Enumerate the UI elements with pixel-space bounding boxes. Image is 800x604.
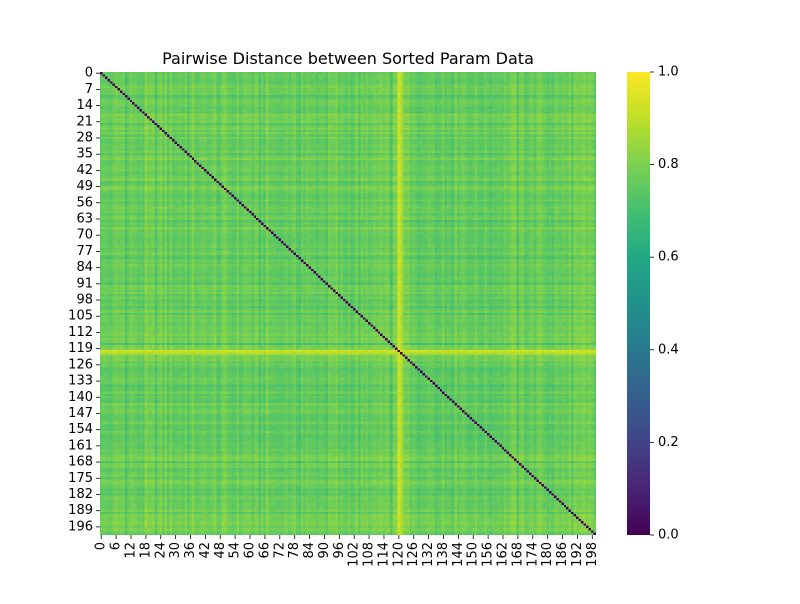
x-tick-label: 168 (510, 542, 525, 567)
x-tick-label: 186 (555, 542, 570, 567)
y-tick-label: 63 (76, 212, 93, 227)
x-tick-label: 0 (94, 542, 109, 550)
x-tick-label: 30 (168, 542, 183, 559)
y-tick-label: 133 (68, 374, 93, 389)
y-tick-label: 196 (68, 519, 93, 534)
y-tick-label: 189 (68, 503, 93, 518)
y-tick-label: 161 (68, 438, 93, 453)
x-tick-label: 54 (228, 542, 243, 559)
x-tick-label: 72 (272, 542, 287, 559)
x-tick-label: 12 (124, 542, 139, 559)
y-tick-label: 112 (68, 325, 93, 340)
x-tick-label: 192 (570, 542, 585, 567)
x-tick-label: 78 (287, 542, 302, 559)
x-tick-label: 84 (302, 542, 317, 559)
y-tick-label: 154 (68, 422, 93, 437)
y-tick-label: 84 (76, 260, 93, 275)
x-tick-label: 36 (183, 542, 198, 559)
x-tick-label: 138 (436, 542, 451, 567)
y-tick-label: 21 (76, 114, 93, 129)
y-tick-label: 0 (85, 66, 93, 81)
y-tick-label: 7 (85, 82, 93, 97)
colorbar-tick-label: 0.0 (658, 528, 679, 543)
y-tick-label: 77 (76, 244, 93, 259)
x-tick-label: 120 (391, 542, 406, 567)
x-tick-label: 108 (362, 542, 377, 567)
x-tick-label: 126 (406, 542, 421, 567)
heatmap-cells (100, 72, 596, 535)
y-tick-label: 140 (68, 390, 93, 405)
y-tick-label: 56 (76, 195, 93, 210)
x-tick-label: 18 (138, 542, 153, 559)
y-tick-label: 14 (76, 98, 93, 113)
y-tick-label: 147 (68, 406, 93, 421)
x-tick-label: 66 (257, 542, 272, 559)
y-tick-label: 91 (76, 276, 93, 291)
x-tick-label: 150 (466, 542, 481, 567)
y-tick-label: 119 (68, 341, 93, 356)
y-tick-label: 42 (76, 163, 93, 178)
chart-title: Pairwise Distance between Sorted Param D… (162, 49, 534, 68)
x-tick-label: 162 (496, 542, 511, 567)
y-tick-label: 105 (68, 309, 93, 324)
x-tick-label: 102 (347, 542, 362, 567)
x-tick-label: 180 (540, 542, 555, 567)
y-tick-label: 126 (68, 357, 93, 372)
x-tick-label: 90 (317, 542, 332, 559)
x-tick-label: 48 (213, 542, 228, 559)
x-tick-label: 156 (481, 542, 496, 567)
x-tick-label: 96 (332, 542, 347, 559)
x-tick-label: 132 (421, 542, 436, 567)
x-tick-label: 6 (109, 542, 124, 550)
x-tick-label: 42 (198, 542, 213, 559)
colorbar-tick-label: 0.8 (658, 157, 679, 172)
y-tick-label: 70 (76, 228, 93, 243)
x-axis: 0 6 12 18 24 30 36 42 48 54 60 66 72 78 84 90 96 102 108 11… (94, 535, 600, 567)
y-tick-label: 28 (76, 130, 93, 145)
y-tick-label: 182 (68, 487, 93, 502)
y-tick-label: 168 (68, 455, 93, 470)
y-tick-label: 175 (68, 471, 93, 486)
x-tick-label: 144 (451, 542, 466, 567)
colorbar-gradient (627, 72, 650, 535)
x-tick-label: 198 (585, 542, 600, 567)
y-tick-label: 98 (76, 293, 93, 308)
colorbar-tick-label: 0.4 (658, 342, 679, 357)
heatmap-matrix (100, 72, 596, 535)
y-tick-label: 49 (76, 179, 93, 194)
colorbar-tick-label: 0.2 (658, 435, 679, 450)
colorbar-tick-label: 0.6 (658, 250, 679, 265)
x-tick-label: 174 (525, 542, 540, 567)
colorbar-tick-label: 1.0 (658, 65, 679, 80)
x-tick-label: 60 (243, 542, 258, 559)
colorbar: 0.0 0.2 0.4 0.6 0.8 1.0 (627, 65, 679, 543)
y-tick-label: 35 (76, 147, 93, 162)
x-tick-label: 24 (153, 542, 168, 559)
x-tick-label: 114 (376, 542, 391, 567)
